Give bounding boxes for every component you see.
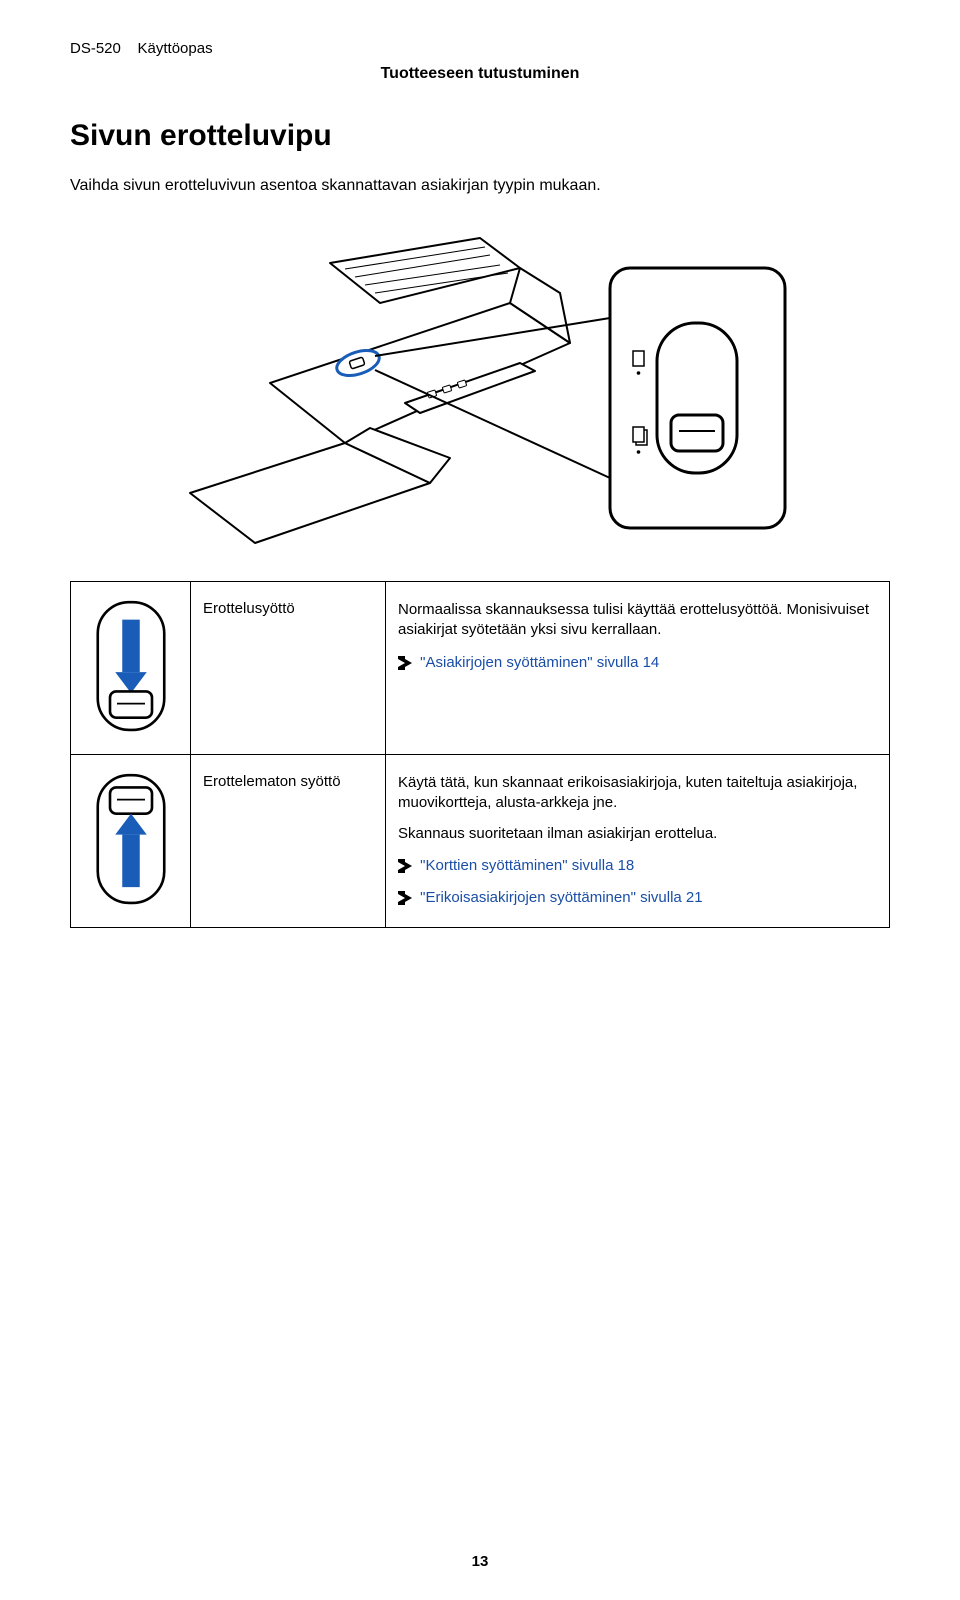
reference-link[interactable]: "Asiakirjojen syöttäminen" sivulla 14 (398, 653, 875, 673)
mode-label: Erottelematon syöttö (191, 755, 386, 928)
intro-paragraph: Vaihda sivun erotteluvivun asentoa skann… (70, 177, 890, 195)
mode-label: Erottelusyöttö (191, 582, 386, 755)
table-row: Erottelematon syöttö Käytä tätä, kun ska… (71, 755, 890, 928)
link-text: "Asiakirjojen syöttäminen" sivulla 14 (420, 654, 659, 671)
mode-description: Käytä tätä, kun skannaat erikoisasiakirj… (386, 755, 890, 928)
mode-table: Erottelusyöttö Normaalissa skannauksessa… (70, 581, 890, 928)
doc-header: DS-520 Käyttöopas (70, 40, 890, 57)
arrow-right-icon (398, 859, 412, 873)
reference-link[interactable]: "Erikoisasiakirjojen syöttäminen" sivull… (398, 888, 875, 908)
arrow-right-icon (398, 891, 412, 905)
switch-down-icon (71, 582, 191, 755)
section-title: Sivun erotteluvipu (70, 119, 890, 153)
desc-text: Skannaus suoritetaan ilman asiakirjan er… (398, 824, 875, 844)
doc-type: Käyttöopas (138, 40, 213, 57)
table-row: Erottelusyöttö Normaalissa skannauksessa… (71, 582, 890, 755)
chapter-title: Tuotteeseen tutustuminen (70, 65, 890, 83)
page-number: 13 (472, 1553, 489, 1570)
desc-text: Käytä tätä, kun skannaat erikoisasiakirj… (398, 773, 875, 814)
desc-text: Normaalissa skannauksessa tulisi käyttää… (398, 600, 875, 641)
scanner-illustration (70, 223, 890, 553)
link-text: "Korttien syöttäminen" sivulla 18 (420, 857, 634, 874)
arrow-right-icon (398, 656, 412, 670)
reference-link[interactable]: "Korttien syöttäminen" sivulla 18 (398, 856, 875, 876)
model-name: DS-520 (70, 40, 121, 57)
mode-description: Normaalissa skannauksessa tulisi käyttää… (386, 582, 890, 755)
link-text: "Erikoisasiakirjojen syöttäminen" sivull… (420, 889, 702, 906)
switch-up-icon (71, 755, 191, 928)
